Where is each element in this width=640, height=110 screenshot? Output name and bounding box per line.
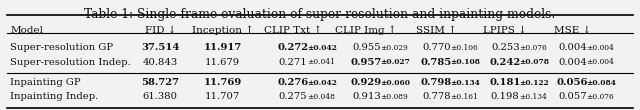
Text: 0.056: 0.056 xyxy=(557,78,588,87)
Text: ±0.106: ±0.106 xyxy=(451,44,478,52)
Text: ±0.076: ±0.076 xyxy=(586,93,614,101)
Text: ±0.004: ±0.004 xyxy=(586,44,614,52)
Text: 0.057: 0.057 xyxy=(558,92,587,101)
Text: 61.380: 61.380 xyxy=(143,92,178,101)
Text: CLIP Txt ↑: CLIP Txt ↑ xyxy=(264,26,322,35)
Text: 0.242: 0.242 xyxy=(490,58,521,67)
Text: 58.727: 58.727 xyxy=(141,78,179,87)
Text: 11.917: 11.917 xyxy=(204,43,242,52)
Text: ±0.076: ±0.076 xyxy=(519,44,547,52)
Text: ±0.134: ±0.134 xyxy=(451,79,481,87)
Text: ±0.134: ±0.134 xyxy=(519,93,547,101)
Text: MSE ↓: MSE ↓ xyxy=(554,26,591,35)
Text: 0.929: 0.929 xyxy=(351,78,382,87)
Text: ±0.004: ±0.004 xyxy=(586,58,614,66)
Text: ±0.029: ±0.029 xyxy=(380,44,408,52)
Text: 11.707: 11.707 xyxy=(205,92,240,101)
Text: 40.843: 40.843 xyxy=(143,58,178,67)
Text: 0.798: 0.798 xyxy=(421,78,452,87)
Text: LPIPS ↓: LPIPS ↓ xyxy=(483,26,527,35)
Text: 0.181: 0.181 xyxy=(490,78,521,87)
Text: ±0.027: ±0.027 xyxy=(380,58,410,66)
Text: Model: Model xyxy=(10,26,44,35)
Text: ±0.060: ±0.060 xyxy=(380,79,410,87)
Text: 11.679: 11.679 xyxy=(205,58,240,67)
Text: FID ↓: FID ↓ xyxy=(145,26,176,35)
Text: ±0.042: ±0.042 xyxy=(307,44,337,52)
Text: 0.955: 0.955 xyxy=(352,43,381,52)
Text: ±0.042: ±0.042 xyxy=(307,79,337,87)
Text: ±0.084: ±0.084 xyxy=(586,79,616,87)
Text: 0.778: 0.778 xyxy=(422,92,451,101)
Text: 0.276: 0.276 xyxy=(277,78,308,87)
Text: Table 1: Single-frame evaluation of super-resolution and inpainting models.: Table 1: Single-frame evaluation of supe… xyxy=(84,8,556,21)
Text: 0.198: 0.198 xyxy=(491,92,520,101)
Text: Inpainting Indep.: Inpainting Indep. xyxy=(10,92,99,101)
Text: 0.275: 0.275 xyxy=(278,92,307,101)
Text: ±0.089: ±0.089 xyxy=(380,93,408,101)
Text: ±0.078: ±0.078 xyxy=(519,58,549,66)
Text: 0.271: 0.271 xyxy=(278,58,307,67)
Text: Super-resolution GP: Super-resolution GP xyxy=(10,43,113,52)
Text: 11.769: 11.769 xyxy=(204,78,242,87)
Text: 37.514: 37.514 xyxy=(141,43,180,52)
Text: 0.004: 0.004 xyxy=(558,43,587,52)
Text: ±0.048: ±0.048 xyxy=(307,93,335,101)
Text: 0.785: 0.785 xyxy=(421,58,452,67)
Text: ±0.161: ±0.161 xyxy=(451,93,478,101)
Text: SSIM ↑: SSIM ↑ xyxy=(416,26,457,35)
Text: CLIP Img ↑: CLIP Img ↑ xyxy=(335,26,397,35)
Text: 0.770: 0.770 xyxy=(422,43,451,52)
Text: 0.957: 0.957 xyxy=(351,58,382,67)
Text: 0.272: 0.272 xyxy=(277,43,308,52)
Text: Inpainting GP: Inpainting GP xyxy=(10,78,81,87)
Text: Super-resolution Indep.: Super-resolution Indep. xyxy=(10,58,131,67)
Text: 0.913: 0.913 xyxy=(352,92,381,101)
Text: 0.253: 0.253 xyxy=(491,43,520,52)
Text: ±0.041: ±0.041 xyxy=(307,58,335,66)
Text: ±0.108: ±0.108 xyxy=(451,58,481,66)
Text: Inception ↑: Inception ↑ xyxy=(191,26,253,35)
Text: ±0.122: ±0.122 xyxy=(519,79,549,87)
Text: 0.004: 0.004 xyxy=(558,58,587,67)
